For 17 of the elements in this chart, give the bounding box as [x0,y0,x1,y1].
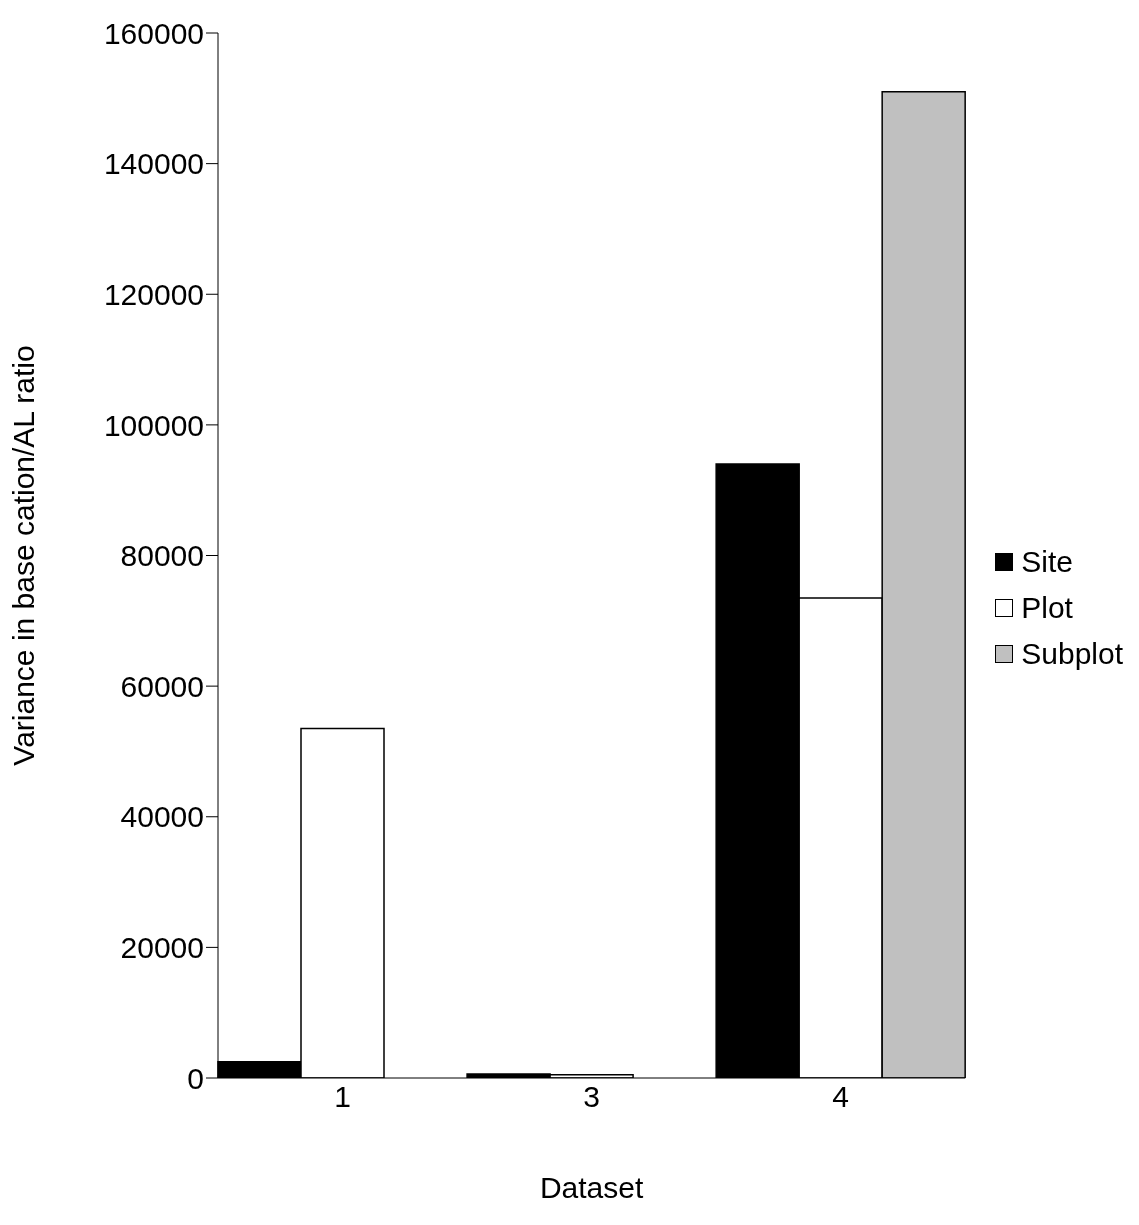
legend-label: Site [1021,545,1073,579]
y-tick-label: 160000 [103,16,204,50]
y-tick-label: 100000 [103,408,204,442]
y-tick-label: 120000 [103,277,204,311]
x-tick-label: 3 [583,1080,600,1114]
y-tick-label: 40000 [120,800,204,834]
y-tick-label: 0 [187,1061,204,1095]
legend-label: Subplot [1021,637,1123,671]
x-tick-label: 4 [832,1080,850,1114]
y-tick-label: 80000 [120,539,204,573]
y-axis-title: Variance in base cation/AL ratio [6,345,40,766]
x-axis-title: Dataset [539,1171,644,1204]
legend-label: Plot [1021,591,1073,625]
y-tick-label: 20000 [120,931,204,965]
x-tick-label: 1 [334,1080,351,1114]
y-tick-label: 60000 [120,669,204,703]
y-tick-label: 140000 [103,147,204,181]
